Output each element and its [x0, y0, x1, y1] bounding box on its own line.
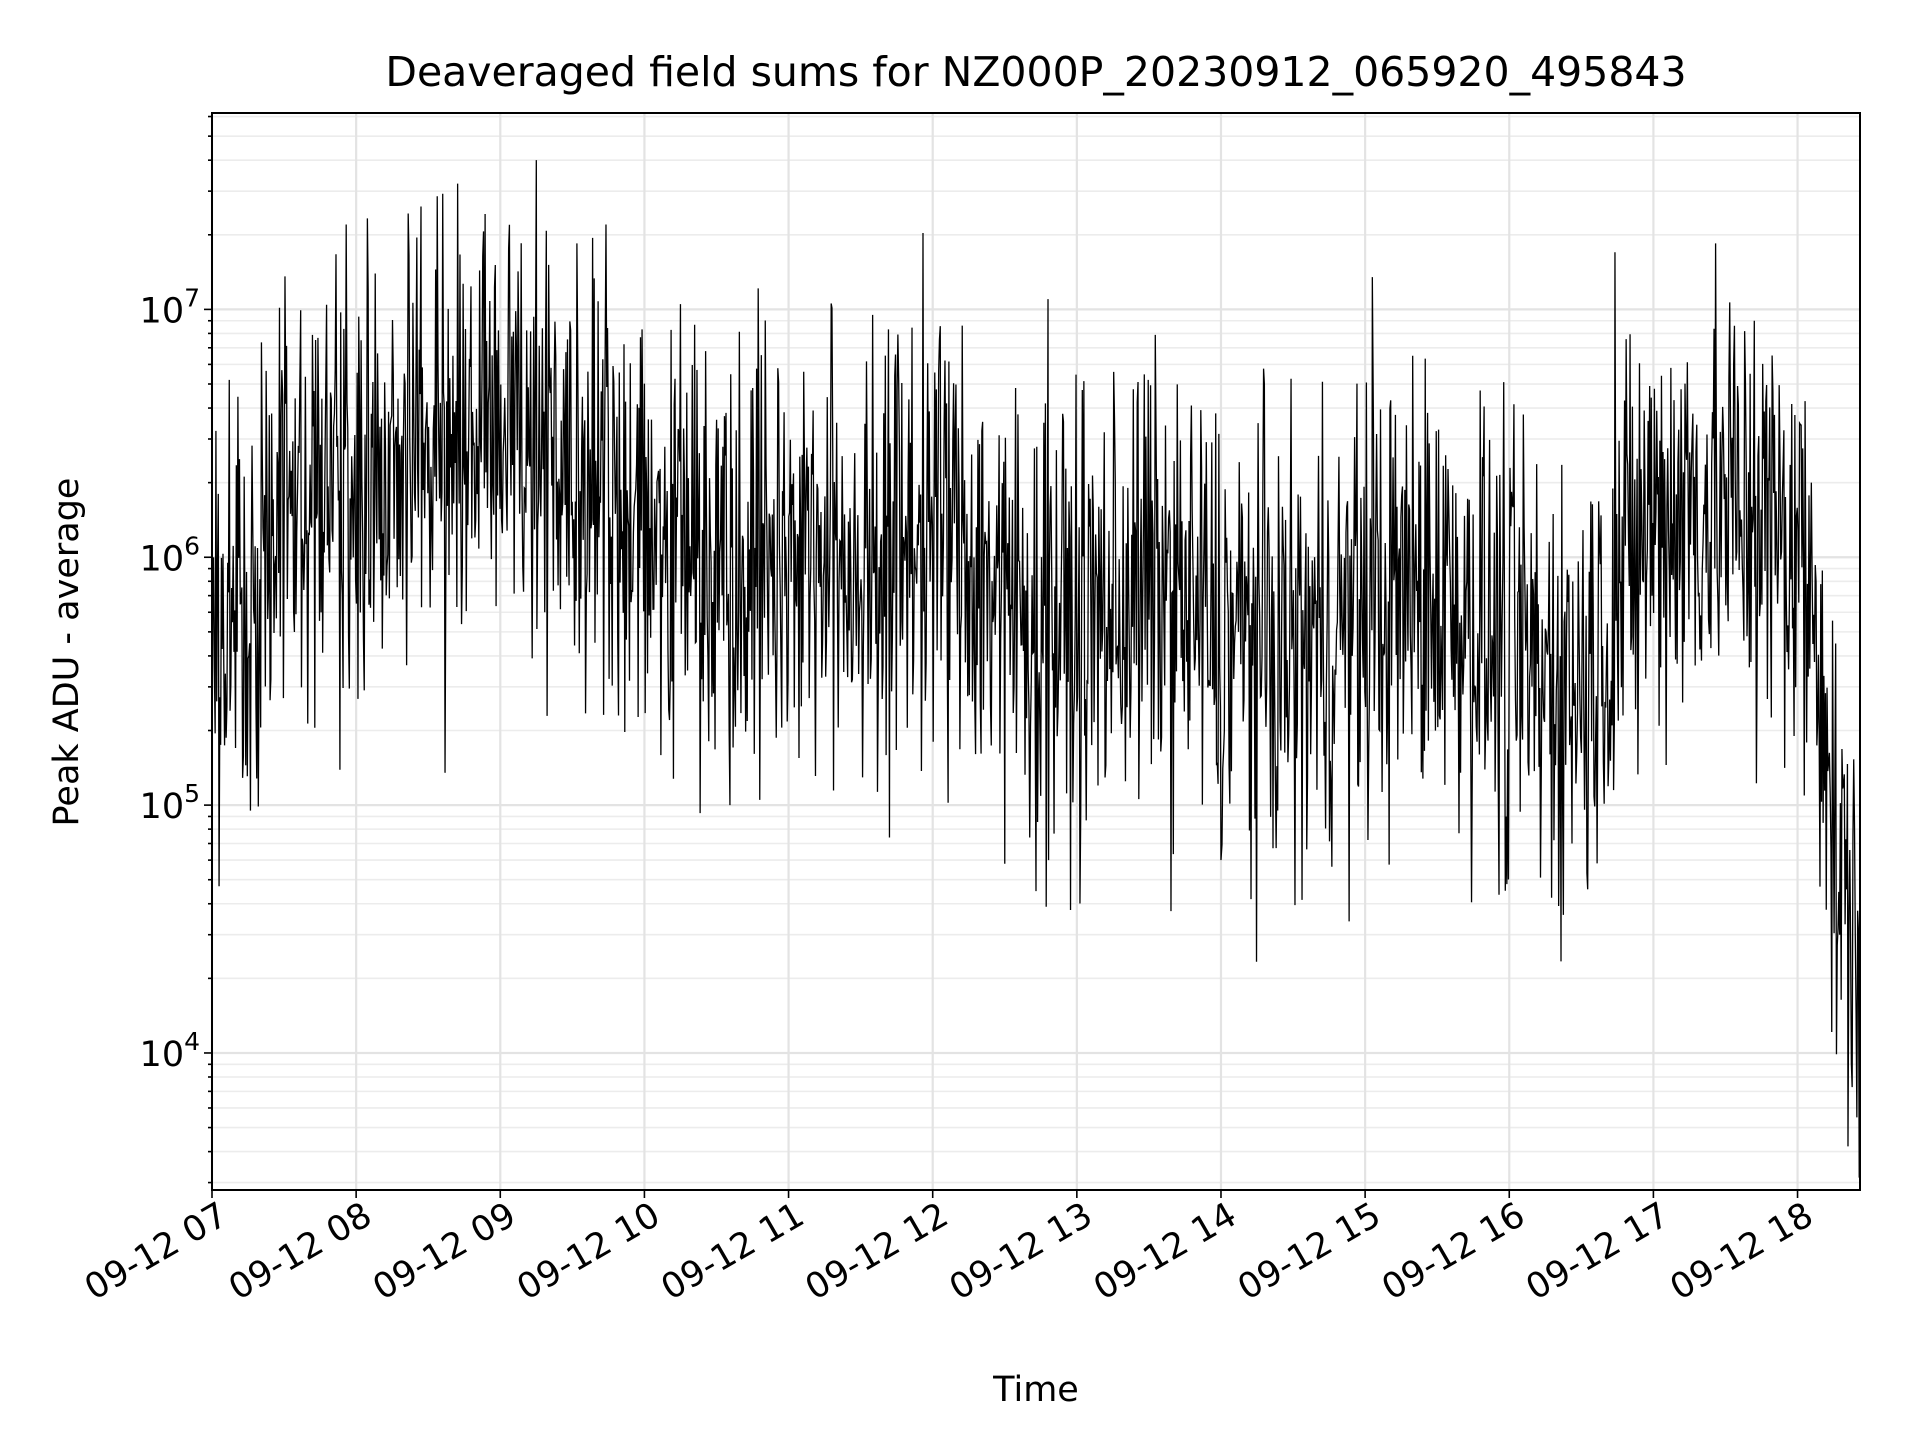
y-tick-label: 107 [140, 283, 200, 331]
x-tick-label: 09-12 08 [222, 1195, 378, 1308]
x-tick-label: 09-12 11 [655, 1195, 811, 1308]
y-tick-label: 105 [140, 779, 200, 827]
x-tick-label: 09-12 16 [1375, 1195, 1531, 1308]
x-tick-label: 09-12 18 [1664, 1195, 1820, 1308]
y-axis-label: Peak ADU - average [47, 478, 87, 827]
chart-title: Deaveraged field sums for NZ000P_2023091… [385, 48, 1686, 96]
x-tick-label: 09-12 10 [511, 1195, 667, 1308]
y-tick-label: 104 [140, 1027, 200, 1075]
plot-frame [211, 112, 1861, 1191]
y-tick-labels: 104 105 106 107 [140, 283, 200, 1075]
series-layer [211, 160, 1861, 1178]
axis-ticks [204, 115, 1799, 1198]
x-tick-label: 09-12 17 [1520, 1195, 1676, 1308]
x-axis-label: Time [992, 1370, 1079, 1410]
x-tick-label: 09-12 13 [943, 1195, 1099, 1308]
x-tick-label: 09-12 14 [1087, 1195, 1243, 1308]
y-tick-label: 106 [140, 531, 200, 579]
x-tick-label: 09-12 09 [366, 1195, 522, 1308]
data-series-line [211, 160, 1861, 1178]
x-tick-label: 09-12 15 [1231, 1195, 1387, 1308]
x-tick-label: 09-12 07 [78, 1195, 234, 1308]
x-tick-label: 09-12 12 [799, 1195, 955, 1308]
